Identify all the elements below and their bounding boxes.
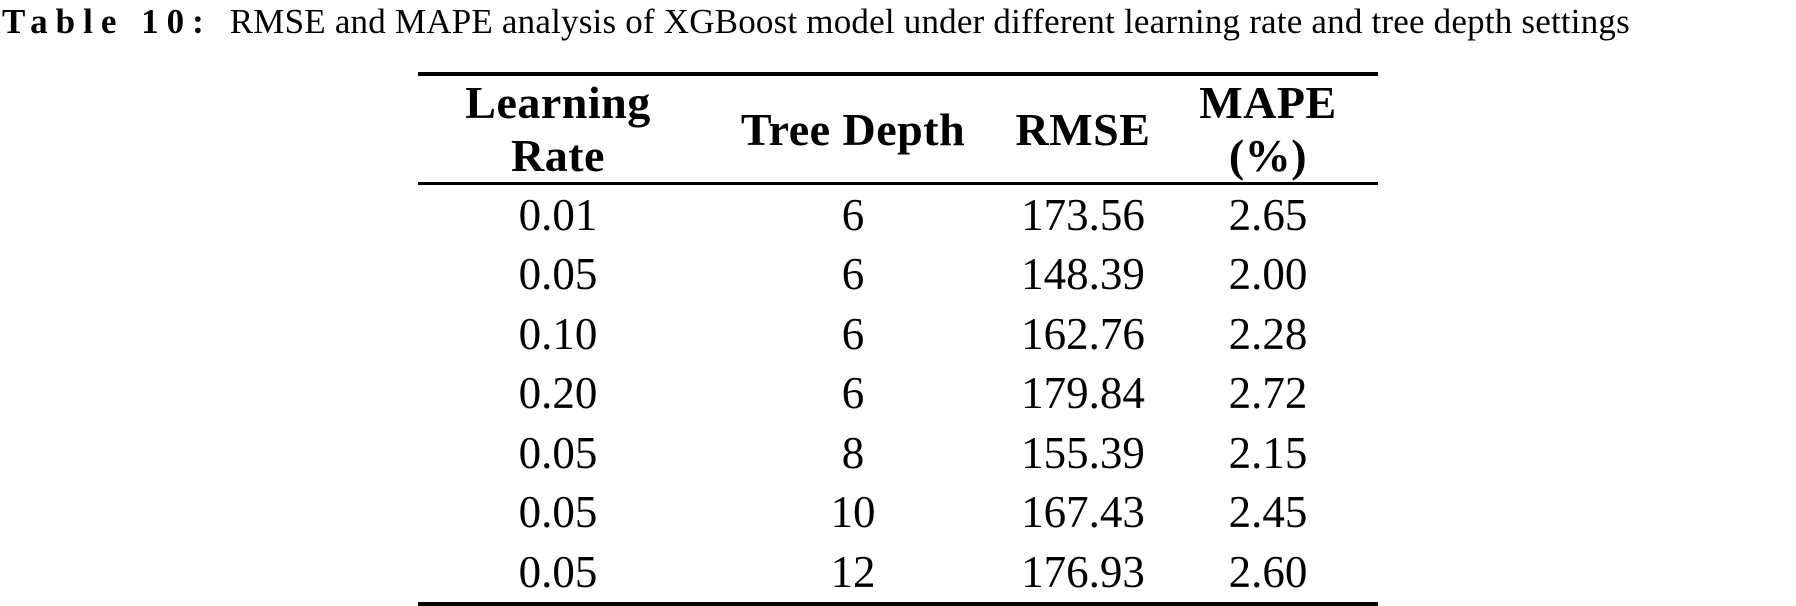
table-row: 0.20 6 179.84 2.72 [418,364,1378,424]
table-header: Learning Rate Tree Depth RMSE MAPE (%) [418,74,1378,185]
table-cell: 2.28 [1228,308,1308,359]
table-cell: 2.00 [1228,249,1308,300]
table-cell: 2.45 [1228,487,1308,538]
table-cell: 0.05 [518,487,598,538]
table-cell: 173.56 [1021,189,1145,240]
table-cell: 176.93 [1021,546,1145,597]
table-cell: 6 [841,249,865,300]
table-cell: 6 [841,189,865,240]
table-cell: 6 [841,308,865,359]
table-cell: 167.43 [1021,487,1145,538]
table-cell: 2.60 [1228,546,1308,597]
table-cell: 0.20 [518,368,598,419]
table-row: 0.01 6 173.56 2.65 [418,184,1378,245]
table-cell: 0.05 [518,427,598,478]
table-cell: 6 [841,368,865,419]
caption-text: RMSE and MAPE analysis of XGBoost model … [229,2,1630,41]
table-cell: 8 [841,427,865,478]
caption-label: Table 10: [2,2,212,41]
header-row: Learning Rate Tree Depth RMSE MAPE (%) [418,74,1378,185]
table-caption: Table 10: RMSE and MAPE analysis of XGBoo… [2,0,1796,45]
table-cell: 2.72 [1228,368,1308,419]
table-row: 0.05 12 176.93 2.60 [418,542,1378,604]
table-cell: 0.10 [518,308,598,359]
table-cell: 0.01 [518,189,598,240]
header-tree-depth: Tree Depth [698,74,1008,185]
table-cell: 10 [830,487,876,538]
header-learning-rate: Learning Rate [418,74,698,185]
table-row: 0.05 6 148.39 2.00 [418,245,1378,305]
table-body: 0.01 6 173.56 2.65 0.05 6 148.39 2.00 0.10 6 162.7… [418,184,1378,604]
table-cell: 179.84 [1021,368,1145,419]
results-table-container: Learning Rate Tree Depth RMSE MAPE (%) 0… [418,72,1378,606]
xgboost-results-table: Learning Rate Tree Depth RMSE MAPE (%) 0… [418,72,1378,606]
table-cell: 2.65 [1228,189,1308,240]
header-mape: MAPE (%) [1158,74,1378,185]
table-cell: 0.05 [518,546,598,597]
table-row: 0.05 8 155.39 2.15 [418,423,1378,483]
table-row: 0.05 10 167.43 2.45 [418,483,1378,543]
table-cell: 148.39 [1021,249,1145,300]
table-row: 0.10 6 162.76 2.28 [418,304,1378,364]
table-cell: 155.39 [1021,427,1145,478]
table-cell: 0.05 [518,249,598,300]
table-cell: 2.15 [1228,427,1308,478]
table-cell: 162.76 [1021,308,1145,359]
table-cell: 12 [830,546,876,597]
header-rmse: RMSE [1008,74,1158,185]
